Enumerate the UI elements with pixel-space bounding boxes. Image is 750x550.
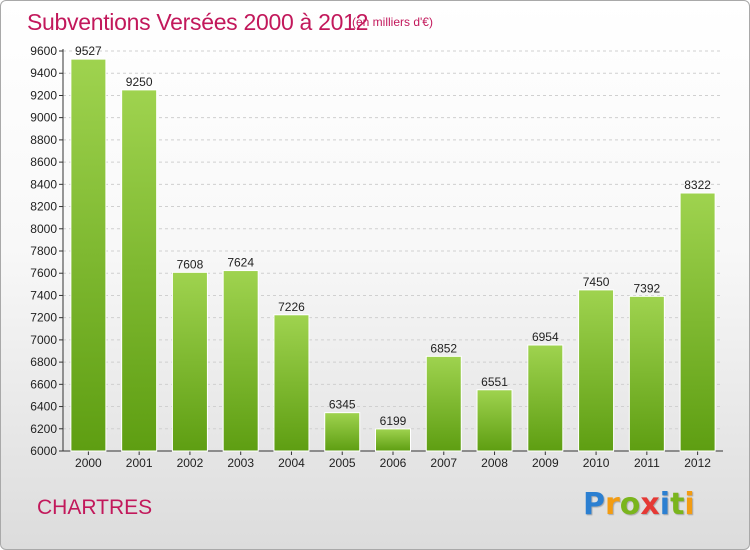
- y-tick-label: 6400: [30, 400, 57, 414]
- bar-2010: [578, 289, 615, 452]
- x-tick-label-2004: 2004: [278, 456, 305, 470]
- chart-title: Subventions Versées 2000 à 2012: [27, 9, 369, 35]
- y-tick-label: 8600: [30, 155, 57, 169]
- y-tick-label: 7400: [30, 288, 57, 302]
- bar-2002: [171, 271, 208, 452]
- y-tick-label: 9000: [30, 111, 57, 125]
- x-tick-label-2011: 2011: [634, 456, 660, 470]
- value-label-2009: 6954: [532, 330, 559, 344]
- bar-2011: [628, 295, 665, 452]
- labels: 9527 2000 9250 2001 7608 2002 7624 2003 7226 2004…: [75, 44, 711, 470]
- x-tick-label-2007: 2007: [430, 456, 457, 470]
- logo-letter: i: [684, 487, 695, 522]
- x-tick-label-2002: 2002: [177, 456, 204, 470]
- y-tick-label: 8200: [30, 200, 57, 214]
- axes: 6000 6200 6400 6600 6800 7000 7200 7400 7600 7800…: [30, 44, 723, 458]
- bar-2005: [324, 412, 361, 452]
- x-tick-label-2003: 2003: [227, 456, 254, 470]
- y-tick-label: 7800: [30, 244, 57, 258]
- y-tick-label: 7600: [30, 266, 57, 280]
- bar-2009: [527, 344, 564, 452]
- bar-2003: [222, 270, 259, 452]
- logo-letter: t: [670, 487, 685, 522]
- bar-2001: [121, 89, 158, 452]
- value-label-2008: 6551: [481, 375, 508, 389]
- value-label-2002: 7608: [177, 257, 204, 271]
- value-label-2011: 7392: [633, 281, 660, 295]
- bar-2000: [70, 58, 107, 452]
- y-tick-label: 9600: [30, 44, 57, 58]
- y-tick-label: 9400: [30, 66, 57, 80]
- logo-letter: o: [619, 487, 641, 522]
- bars: [70, 58, 716, 452]
- bar-2006: [375, 428, 411, 452]
- y-tick-label: 6000: [30, 444, 57, 458]
- bar-2007: [425, 355, 462, 452]
- y-tick-label: 7200: [30, 311, 57, 325]
- x-tick-label-2005: 2005: [329, 456, 356, 470]
- x-tick-label-2012: 2012: [684, 456, 711, 470]
- value-label-2001: 9250: [126, 75, 153, 89]
- value-label-2000: 9527: [75, 44, 102, 58]
- value-label-2003: 7624: [227, 256, 254, 270]
- logo-letter: P: [583, 487, 605, 522]
- value-label-2007: 6852: [430, 341, 457, 355]
- logo-letter: x: [640, 487, 660, 522]
- y-tick-label: 8000: [30, 222, 57, 236]
- grid-lines: [63, 50, 723, 430]
- y-tick-label: 8800: [30, 133, 57, 147]
- chart-subtitle: (en milliers d'€): [352, 15, 433, 29]
- x-tick-label-2008: 2008: [481, 456, 508, 470]
- value-label-2006: 6199: [380, 414, 407, 428]
- logo-letter: i: [659, 487, 671, 522]
- city-name: CHARTRES: [37, 496, 153, 519]
- bar-2004: [273, 314, 310, 452]
- proxiti-logo: Proxiti: [583, 487, 695, 522]
- x-tick-label-2000: 2000: [75, 456, 102, 470]
- value-label-2005: 6345: [329, 398, 356, 412]
- logo-letter: r: [605, 487, 620, 522]
- x-tick-label-2010: 2010: [583, 456, 610, 470]
- bar-2012: [679, 192, 716, 452]
- bar-2008: [476, 389, 513, 452]
- y-tick-label: 7000: [30, 333, 57, 347]
- value-label-2010: 7450: [583, 275, 610, 289]
- y-tick-label: 6800: [30, 355, 57, 369]
- y-tick-label: 6200: [30, 422, 57, 436]
- x-tick-label-2009: 2009: [532, 456, 559, 470]
- x-tick-label-2006: 2006: [380, 456, 407, 470]
- value-label-2012: 8322: [684, 178, 711, 192]
- value-label-2004: 7226: [278, 300, 305, 314]
- y-tick-label: 8400: [30, 177, 57, 191]
- y-tick-label: 9200: [30, 88, 57, 102]
- y-tick-label: 6600: [30, 377, 57, 391]
- x-tick-label-2001: 2001: [126, 456, 153, 470]
